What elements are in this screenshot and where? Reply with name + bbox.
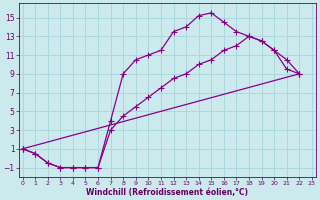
X-axis label: Windchill (Refroidissement éolien,°C): Windchill (Refroidissement éolien,°C)	[86, 188, 248, 197]
